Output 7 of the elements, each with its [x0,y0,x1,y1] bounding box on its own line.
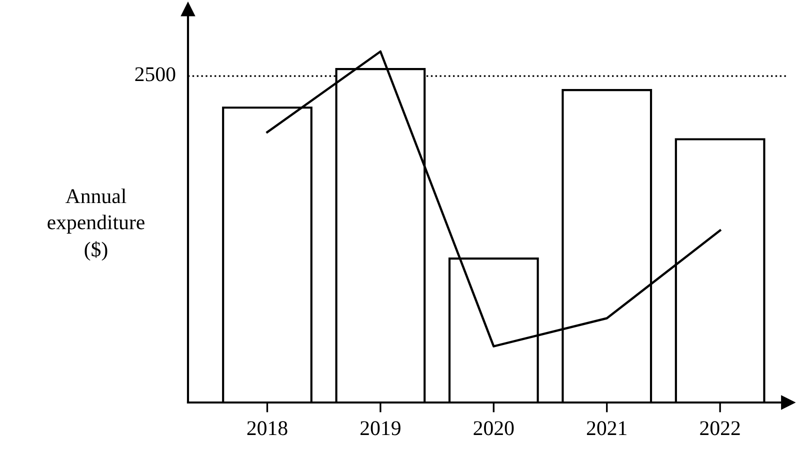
text: 2500 [135,67,176,82]
x-tick-label: 2021 [586,421,626,436]
x-tick-label: 2019 [360,421,400,436]
x-tick-label: 2018 [247,421,288,436]
y-axis-title: Annual expenditure ($) [48,188,144,261]
x-tick-label: 2022 [700,421,740,436]
x-tick-label: 2020 [474,421,514,436]
